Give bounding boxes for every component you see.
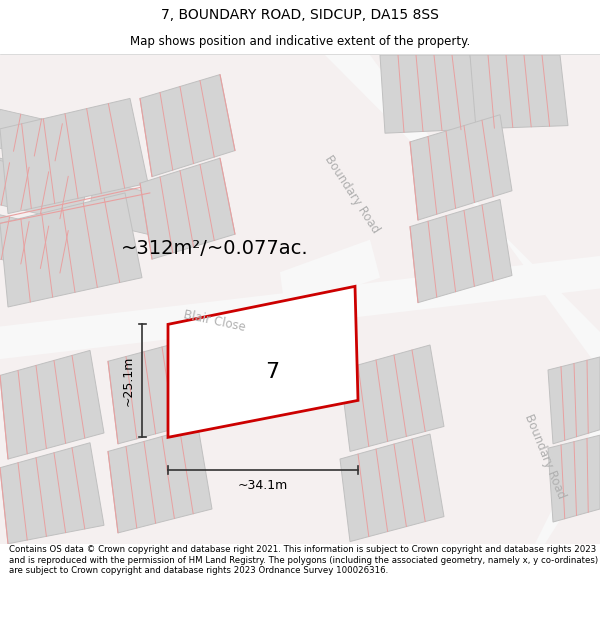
Polygon shape <box>108 426 212 533</box>
Polygon shape <box>0 109 83 166</box>
Polygon shape <box>0 351 104 459</box>
Polygon shape <box>140 158 235 259</box>
Text: Blair Close: Blair Close <box>183 308 247 334</box>
Polygon shape <box>410 115 512 220</box>
Polygon shape <box>340 434 444 542</box>
Text: ~312m²/~0.077ac.: ~312m²/~0.077ac. <box>121 239 309 258</box>
Polygon shape <box>470 55 568 129</box>
Polygon shape <box>108 338 212 444</box>
Polygon shape <box>0 158 88 223</box>
Polygon shape <box>548 357 600 444</box>
Polygon shape <box>490 413 600 544</box>
Polygon shape <box>0 256 600 359</box>
Text: ~25.1m: ~25.1m <box>121 356 134 406</box>
Polygon shape <box>0 442 104 544</box>
Text: Boundary Road: Boundary Road <box>522 412 568 501</box>
Polygon shape <box>0 193 142 307</box>
Polygon shape <box>0 55 600 544</box>
Polygon shape <box>140 74 235 177</box>
Text: 7, BOUNDARY ROAD, SIDCUP, DA15 8SS: 7, BOUNDARY ROAD, SIDCUP, DA15 8SS <box>161 8 439 22</box>
Text: Boundary Road: Boundary Road <box>322 152 382 236</box>
Polygon shape <box>380 55 480 133</box>
Polygon shape <box>168 286 358 438</box>
Polygon shape <box>0 99 148 214</box>
Polygon shape <box>548 435 600 522</box>
Polygon shape <box>87 180 183 241</box>
Text: Contains OS data © Crown copyright and database right 2021. This information is : Contains OS data © Crown copyright and d… <box>9 546 598 575</box>
Text: ~34.1m: ~34.1m <box>238 479 288 492</box>
Text: Map shows position and indicative extent of the property.: Map shows position and indicative extent… <box>130 35 470 48</box>
Polygon shape <box>340 345 444 451</box>
Polygon shape <box>0 158 88 219</box>
Polygon shape <box>295 55 600 370</box>
Polygon shape <box>280 239 380 310</box>
Text: 7: 7 <box>265 362 279 382</box>
Polygon shape <box>410 199 512 302</box>
Polygon shape <box>0 213 88 278</box>
